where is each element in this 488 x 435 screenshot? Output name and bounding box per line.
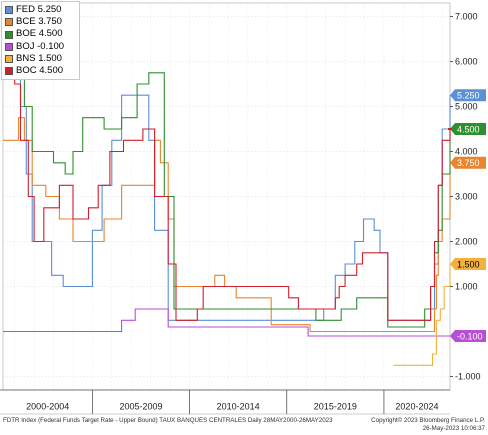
legend-value-bce: 3.750 [38,16,62,28]
x-period-label: 2010-2014 [217,402,260,412]
series-line-bce [3,117,451,333]
legend-value-boe: 4.500 [38,28,63,40]
legend-swatch-boj [5,42,13,51]
x-period-label: 2005-2009 [119,402,162,412]
last-value-badge [450,156,486,169]
last-value-badge [450,123,486,135]
footer-copyright-line: Copyright© 2023 Bloomberg Finance L.P. [371,417,485,424]
y-axis: -1.000 1.000 2.000 3.000 4.000 5.000 6.000 7.00… [450,12,481,382]
last-value-marker-fed: 5.250 [450,89,486,102]
legend-value-bns: 1.500 [38,52,62,64]
legend-label-bns: BNS [16,52,36,64]
last-value-marker-bns: 1.500 [450,258,486,270]
last-value-marker-bce: 3.750 [450,156,486,169]
legend-swatch-fed [5,6,13,15]
legend-swatch-boc [5,67,13,76]
x-period-label: 2020-2024 [395,402,438,412]
legend-value-boj: -0.100 [37,40,65,52]
legend-swatch-bns [5,54,13,63]
legend-label-boj: BOJ [16,40,35,52]
x-axis: 2000-2004 2005-2009 2010-2014 2015-2019 2020… [0,389,450,415]
series-layer [3,38,451,366]
legend-item-fed: FED 5.250 [5,4,79,16]
series-line-boc [3,72,451,321]
last-value-badge [450,89,486,102]
last-value-badge [450,330,486,342]
last-value-text: 4.500 [457,124,480,134]
legend-swatch-boe [5,30,13,39]
last-value-badge [450,258,486,270]
legend-label-bce: BCE [16,16,36,28]
y-tick-label: 1.000 [455,282,478,292]
series-line-bns [393,264,451,366]
last-value-text: 1.500 [457,259,480,269]
last-value-text: 5.250 [457,91,480,101]
y-tick-label: 6.000 [455,57,478,67]
footer-source-text: FDTR Index (Federal Funds Target Rate - … [3,417,333,424]
y-tick-label: 7.000 [455,12,478,22]
x-period-label: 2015-2019 [314,402,357,412]
legend-value-boc: 4.500 [39,65,64,77]
legend: FED 5.250 BCE 3.750 BOE 4.500 BOJ -0.100… [1,1,80,81]
last-value-text: 3.750 [457,158,480,168]
series-line-boj [3,308,450,337]
last-value-markers: 5.250 4.500 3.750 1.500 -0.100 [448,89,486,342]
last-value-text: -0.100 [457,331,483,341]
y-tick-label: 2.000 [455,237,478,247]
legend-label-boe: BOE [16,28,37,40]
y-tick-label: 3.000 [455,192,478,202]
x-period-label: 2000-2004 [26,402,69,412]
y-tick-label: 4.000 [455,147,478,157]
legend-item-bns: BNS 1.500 [5,53,79,65]
legend-label-fed: FED [16,4,35,15]
legend-item-boe: BOE 4.500 [5,28,79,40]
last-value-marker-boj: -0.100 [450,330,486,342]
legend-item-boc: BOC 4.500 [5,65,79,77]
footer-timestamp: 26-May-2023 10:06:37 [422,424,485,432]
legend-swatch-bce [5,18,13,27]
footer-copyright: Copyright© 2023 Bloomberg Finance L.P. 2… [371,417,485,432]
y-tick-label: -1.000 [455,372,481,382]
legend-item-boj: BOJ -0.100 [5,41,79,53]
legend-item-bce: BCE 3.750 [5,16,79,28]
legend-value-fed: 5.250 [37,4,62,15]
legend-label-boc: BOC [16,65,37,77]
y-tick-label: 5.000 [455,102,478,112]
last-value-marker-boe: 4.500 [450,123,486,135]
